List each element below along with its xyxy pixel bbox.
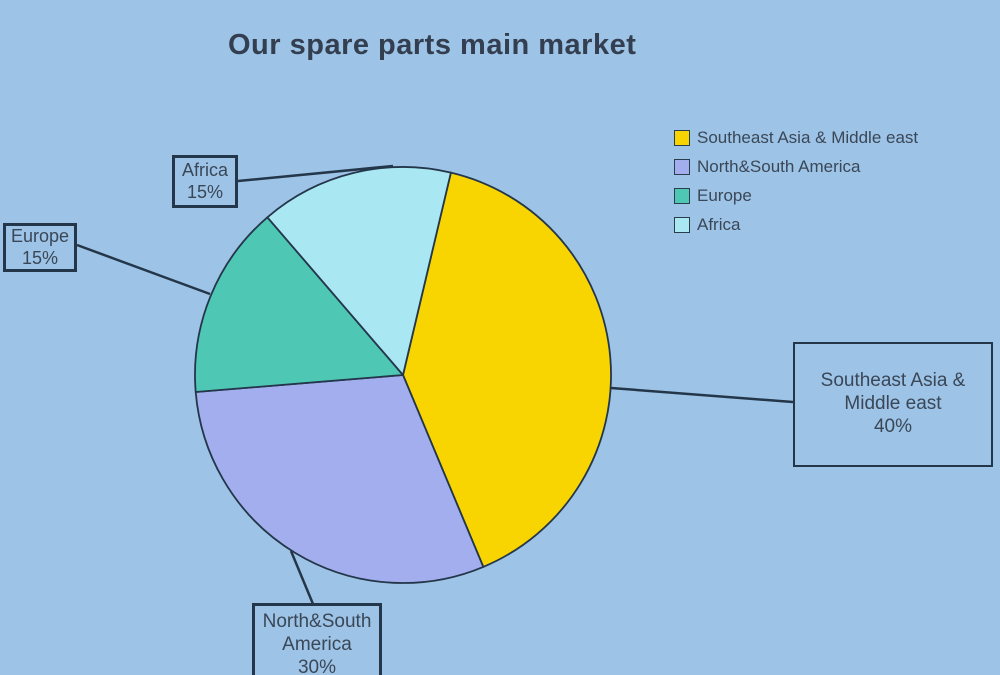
legend-item-america: North&South America (674, 157, 918, 176)
leader-line-seasia (610, 386, 794, 404)
legend-swatch-seasia (674, 130, 690, 146)
callout-africa-name: Africa (181, 159, 228, 180)
callout-box-seasia: Southeast Asia & Middle east 40% (793, 342, 993, 467)
callout-america-percent: 30% (297, 656, 337, 675)
legend-label-europe: Europe (697, 186, 752, 205)
callout-seasia-name-line1: Southeast Asia & (820, 370, 966, 392)
legend-label-america: North&South America (697, 157, 861, 176)
legend-label-africa: Africa (697, 215, 741, 234)
legend: Southeast Asia & Middle east North&South… (674, 128, 919, 234)
callout-seasia-name-line2: Middle east (844, 393, 942, 415)
callout-leader-lines (76, 164, 794, 605)
callout-box-america: North&South America 30% (252, 603, 382, 675)
callout-box-europe: Europe 15% (3, 223, 77, 272)
legend-label-seasia: Southeast Asia & Middle east (697, 128, 919, 147)
pie-slice (194, 374, 485, 584)
legend-swatch-america (674, 159, 690, 175)
callout-africa-percent: 15% (186, 181, 224, 202)
chart-title: Our spare parts main market (228, 29, 637, 61)
leader-line-europe (76, 243, 211, 296)
callout-america-name-line2: America (282, 633, 352, 655)
leader-line-africa (237, 164, 394, 183)
callout-europe-name: Europe (10, 225, 70, 246)
callout-seasia-percent: 40% (873, 415, 913, 437)
legend-item-africa: Africa (674, 215, 918, 234)
callout-europe-percent: 15% (21, 247, 59, 268)
callout-box-africa: Africa 15% (172, 155, 238, 208)
legend-item-europe: Europe (674, 186, 918, 205)
pie-slices (194, 166, 612, 584)
pie-slice (266, 166, 452, 376)
legend-swatch-europe (674, 188, 690, 204)
pie-slice (402, 171, 612, 568)
leader-line-america (289, 550, 315, 605)
callout-america-name-line1: North&South (262, 611, 372, 632)
pie-slice (194, 216, 404, 393)
legend-item-seasia: Southeast Asia & Middle east (674, 128, 919, 147)
legend-swatch-africa (674, 217, 690, 233)
